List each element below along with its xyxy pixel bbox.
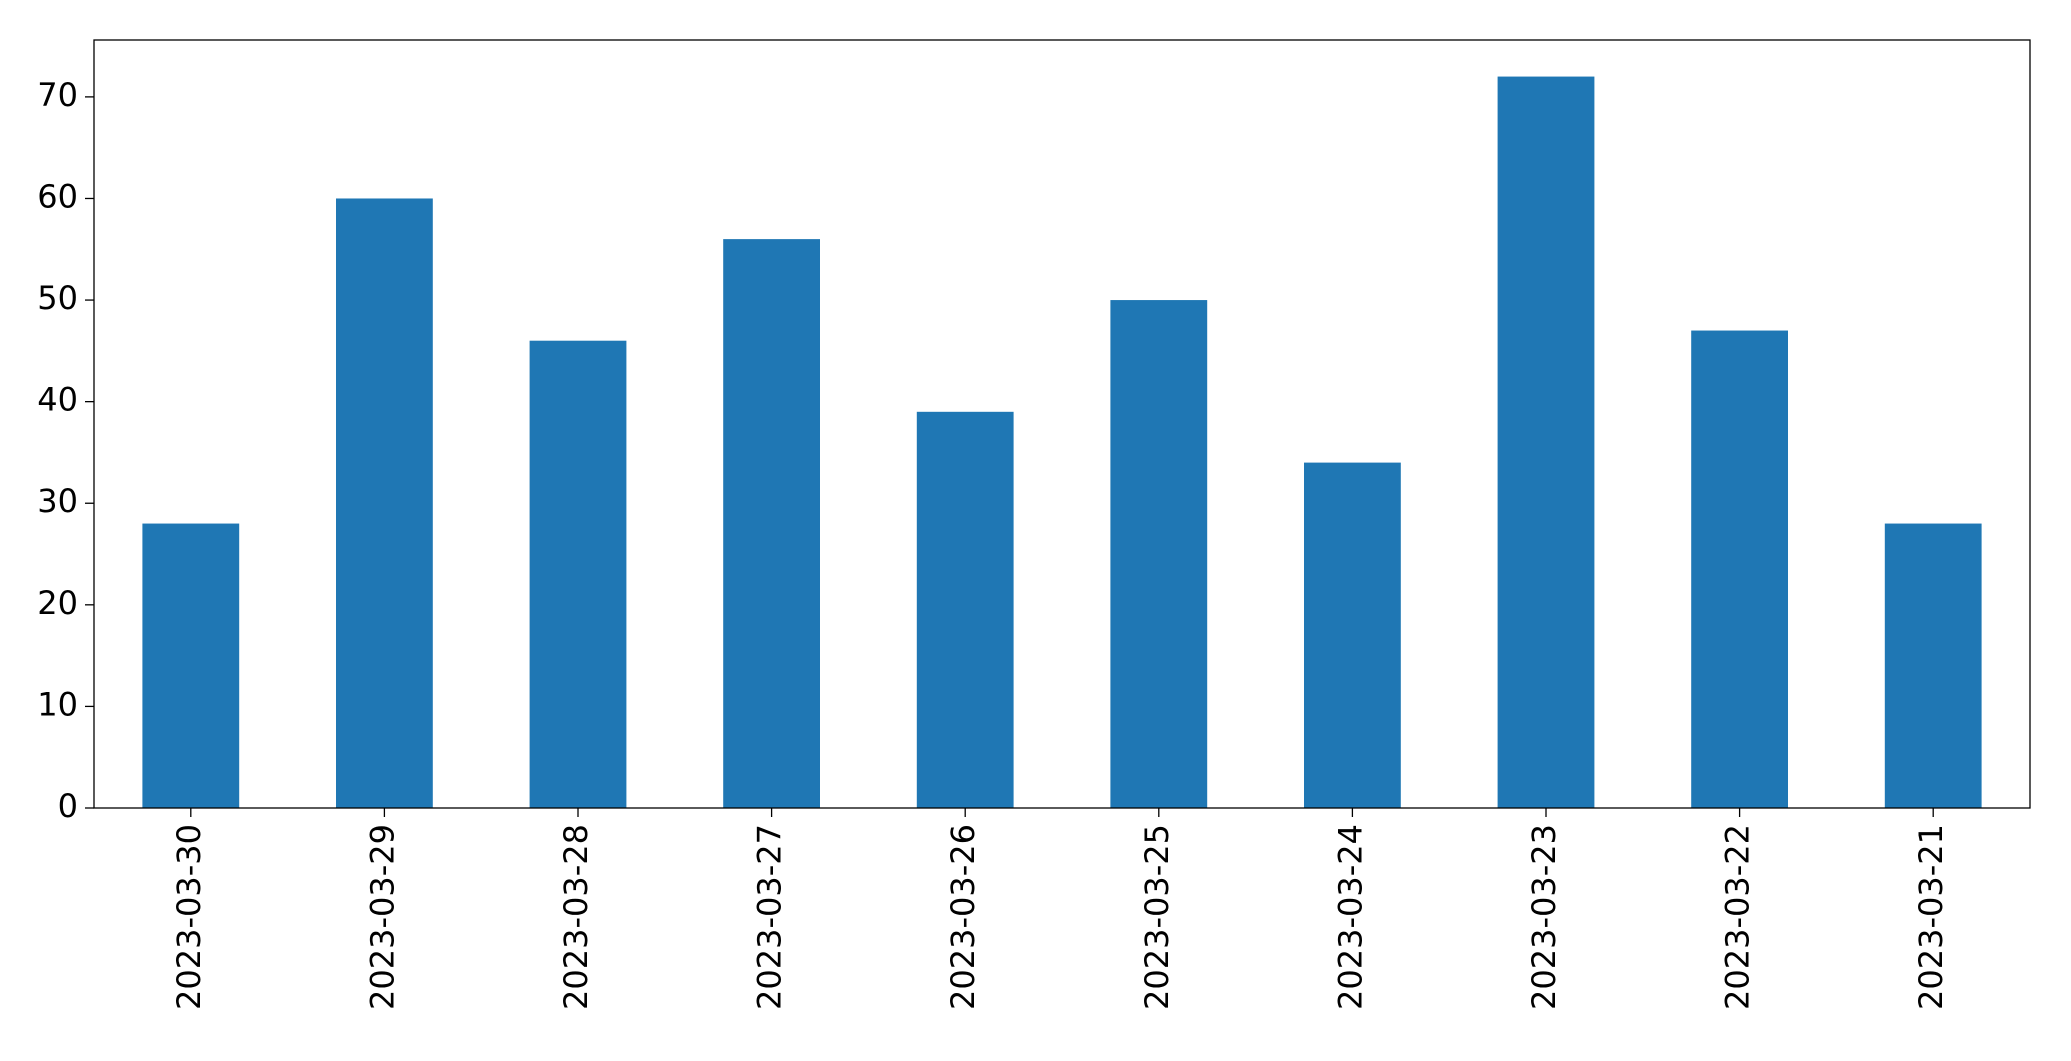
bar <box>1304 462 1401 808</box>
y-tick-label: 60 <box>37 177 78 215</box>
bar <box>1884 523 1982 808</box>
x-tick-label: 2023-03-22 <box>1719 824 1757 1010</box>
y-tick-label: 0 <box>58 787 78 825</box>
y-tick-label: 40 <box>37 381 78 419</box>
x-tick-label: 2023-03-30 <box>170 824 208 1010</box>
y-tick-label: 20 <box>37 584 78 622</box>
x-tick-label: 2023-03-27 <box>751 824 789 1010</box>
y-tick-label: 70 <box>37 76 78 114</box>
y-tick-label: 30 <box>37 482 78 520</box>
bar <box>916 411 1014 808</box>
y-tick-label: 50 <box>37 279 78 317</box>
x-tick-label: 2023-03-25 <box>1138 824 1176 1010</box>
plot-frame <box>93 39 2031 809</box>
bar <box>142 523 240 808</box>
bar <box>336 198 433 808</box>
x-tick-label: 2023-03-29 <box>363 824 401 1010</box>
x-tick-label: 2023-03-28 <box>557 824 595 1010</box>
bar <box>1110 300 1208 808</box>
y-tick-label: 10 <box>37 685 78 723</box>
bar <box>529 340 627 808</box>
bar <box>1497 76 1595 809</box>
bar <box>1691 330 1788 808</box>
bar <box>723 239 820 809</box>
x-tick-label: 2023-03-24 <box>1331 824 1369 1010</box>
x-tick-label: 2023-03-26 <box>944 824 982 1010</box>
x-tick-label: 2023-03-21 <box>1912 824 1950 1010</box>
x-tick-label: 2023-03-23 <box>1525 824 1563 1010</box>
